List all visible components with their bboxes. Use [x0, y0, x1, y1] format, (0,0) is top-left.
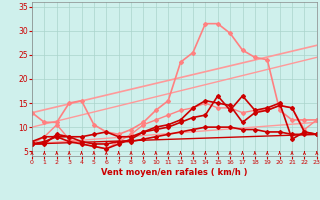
X-axis label: Vent moyen/en rafales ( km/h ): Vent moyen/en rafales ( km/h ) [101, 168, 248, 177]
